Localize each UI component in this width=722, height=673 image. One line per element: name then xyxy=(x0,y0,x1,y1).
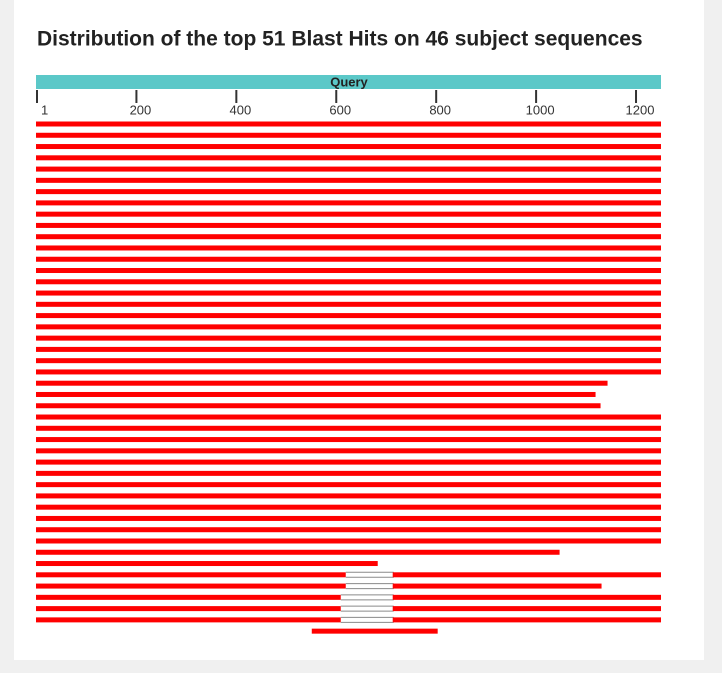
hit-segment xyxy=(36,391,596,397)
hit-segment xyxy=(36,515,661,521)
hit-segment xyxy=(36,268,661,274)
hit-segment xyxy=(36,606,341,612)
hit-segment xyxy=(36,245,661,251)
hit-segment xyxy=(36,482,661,488)
panel xyxy=(14,0,704,660)
hit-segment xyxy=(36,583,346,589)
hit-segment xyxy=(36,493,661,499)
hit-segment xyxy=(36,538,661,544)
hit-segment xyxy=(392,583,602,589)
chart-title: Distribution of the top 51 Blast Hits on… xyxy=(37,28,643,51)
hit-segment xyxy=(36,403,601,409)
hit-segment xyxy=(36,459,661,465)
x-tick-label: 1 xyxy=(41,102,48,117)
hit-segment xyxy=(36,222,661,228)
hit-segment xyxy=(36,617,341,623)
hit-segment xyxy=(36,572,346,578)
hit-segment xyxy=(36,211,661,217)
hit-segment xyxy=(392,594,661,600)
query-label: Query xyxy=(330,74,368,89)
hit-segment xyxy=(36,313,661,319)
hit-segment xyxy=(36,256,661,262)
query-bar xyxy=(36,75,661,89)
hit-segment xyxy=(36,177,661,183)
hit-segment xyxy=(36,346,661,352)
hit-segment xyxy=(392,606,661,612)
hit-segment xyxy=(36,279,661,285)
hit-segment xyxy=(36,290,661,296)
hit-segment xyxy=(36,448,661,454)
hit-segment xyxy=(36,200,661,206)
hit-segment xyxy=(36,121,661,127)
hit-segment xyxy=(36,527,661,533)
hit-segment xyxy=(36,369,661,375)
hit-segment xyxy=(36,561,378,567)
hit-segment xyxy=(36,380,608,386)
hit-segment xyxy=(36,189,661,195)
hit-segment xyxy=(36,425,661,431)
x-tick-label: 600 xyxy=(329,102,351,117)
hit-segment xyxy=(36,414,661,420)
hit-segment xyxy=(36,166,661,172)
x-tick-label: 200 xyxy=(130,102,152,117)
hit-segment xyxy=(36,504,661,510)
hit-segment xyxy=(36,549,560,555)
x-tick-label: 400 xyxy=(229,102,251,117)
x-tick-label: 1000 xyxy=(526,102,555,117)
x-tick-label: 1200 xyxy=(626,102,655,117)
hit-segment xyxy=(36,470,661,476)
hit-segment xyxy=(311,628,438,634)
x-tick-label: 800 xyxy=(429,102,451,117)
hit-segment xyxy=(36,234,661,240)
hit-segment xyxy=(36,324,661,330)
hit-segment xyxy=(36,358,661,364)
hit-segment xyxy=(392,617,661,623)
hit-segment xyxy=(392,572,661,578)
hit-segment xyxy=(36,155,661,161)
hit-segment xyxy=(36,301,661,307)
hit-segment xyxy=(36,335,661,341)
hit-segment xyxy=(36,132,661,138)
hit-segment xyxy=(36,144,661,150)
hit-segment xyxy=(36,437,661,443)
hit-segment xyxy=(36,594,341,600)
